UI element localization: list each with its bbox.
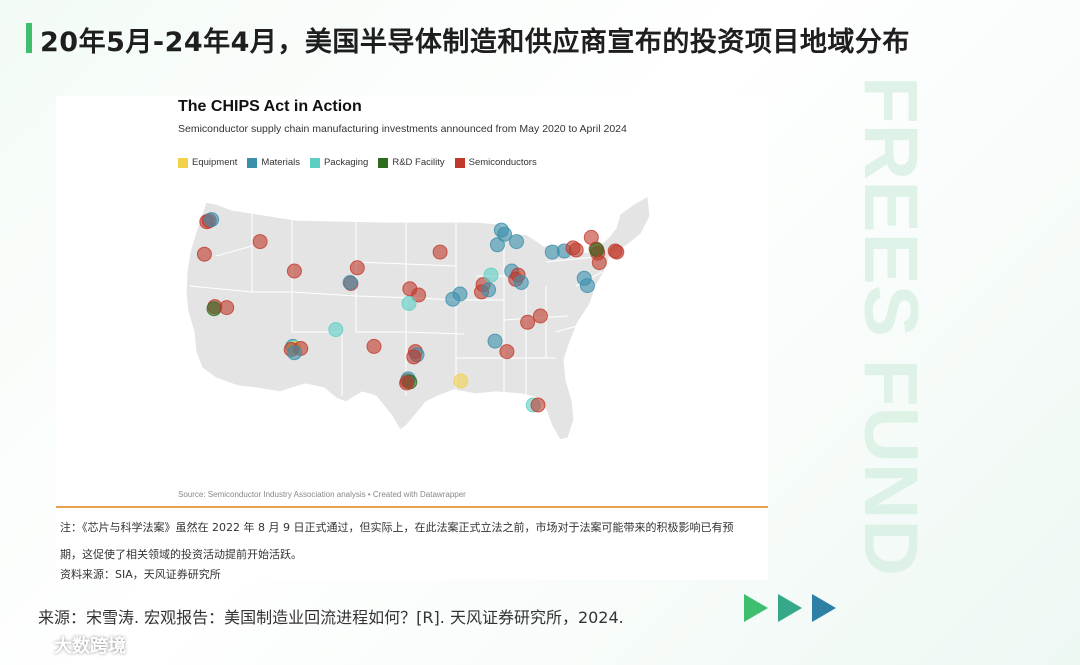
watermark-text: FREES FUND: [848, 76, 933, 576]
investment-point: [520, 314, 536, 330]
brand-name: 大数跨境: [54, 636, 126, 657]
investment-point: [286, 345, 302, 361]
investment-point: [509, 234, 524, 250]
legend-item: Packaging: [309, 157, 369, 168]
investment-point: [445, 291, 461, 307]
us-land-shape: [185, 195, 651, 441]
legend-item: Equipment: [178, 157, 237, 168]
investment-point: [607, 243, 623, 259]
footer-source: 来源：宋雪涛. 宏观报告：美国制造业回流进程如何？[R]. 天风证券研究所，20…: [38, 608, 624, 627]
legend-swatch: [309, 157, 320, 168]
investment-point: [342, 275, 358, 290]
investment-point: [483, 267, 499, 283]
legend-label: Equipment: [192, 157, 238, 168]
note-source: 资料来源：SIA，天风证券研究所: [60, 568, 221, 581]
chart-card: The CHIPS Act in Action Semiconductor su…: [56, 96, 768, 581]
investment-point: [532, 308, 548, 324]
investment-point: [453, 373, 469, 389]
investment-point: [499, 344, 515, 360]
investment-point: [489, 237, 505, 253]
chart-legend: Equipment Materials Packaging R&D Facility S…: [178, 157, 537, 168]
investment-point: [286, 263, 302, 279]
investment-point: [432, 244, 448, 260]
investment-point: [406, 349, 422, 365]
chart-source: Source: Semiconductor Industry Associati…: [178, 490, 466, 499]
arrow-group: [744, 594, 836, 622]
legend-label: R&D Facility: [392, 157, 445, 168]
investment-point: [401, 295, 417, 311]
legend-swatch: [178, 157, 188, 168]
us-map: [185, 195, 651, 441]
play-arrow-icon: [778, 594, 802, 622]
investment-point: [530, 397, 546, 413]
investment-point: [399, 375, 415, 391]
investment-point: [204, 212, 220, 228]
investment-point: [219, 300, 235, 316]
investment-point: [568, 242, 584, 258]
legend-label: Packaging: [323, 157, 369, 168]
investment-point: [589, 242, 605, 258]
brand-logo-icon: [10, 637, 45, 653]
watermark: FREES FUND: [848, 76, 933, 576]
legend-swatch: [378, 157, 389, 168]
play-arrow-icon: [812, 594, 836, 622]
chart-title: The CHIPS Act in Action: [178, 98, 362, 115]
investment-point: [513, 275, 529, 290]
legend-item: R&D Facility: [378, 157, 445, 168]
divider: [56, 506, 768, 508]
brand-logo: 大数跨境: [8, 632, 126, 658]
investment-point: [366, 338, 382, 354]
investment-point: [487, 333, 503, 349]
chart-note: 注：《芯片与科学法案》虽然在 2022 年 8 月 9 日正式通过，但实际上，在…: [60, 521, 734, 561]
legend-swatch: [454, 157, 465, 168]
investment-point: [411, 287, 427, 303]
investment-point: [591, 255, 607, 271]
investment-point: [328, 322, 344, 338]
investment-point: [252, 234, 268, 250]
title-accent-bar: [26, 23, 32, 53]
legend-swatch: [247, 157, 258, 168]
investment-point: [206, 301, 222, 317]
legend-label: Materials: [261, 157, 300, 168]
investment-point: [481, 282, 497, 298]
page-title: 20年5月-24年4月，美国半导体制造和供应商宣布的投资项目地域分布: [40, 27, 910, 58]
legend-label: Semiconductors: [468, 157, 537, 168]
investment-point: [349, 260, 365, 276]
investment-point: [196, 246, 212, 262]
legend-item: Materials: [247, 157, 300, 168]
investment-point: [493, 222, 509, 238]
investment-point: [579, 278, 595, 294]
play-arrow-icon: [744, 594, 768, 622]
legend-item: Semiconductors: [454, 157, 537, 168]
chart-subtitle: Semiconductor supply chain manufacturing…: [178, 123, 627, 135]
